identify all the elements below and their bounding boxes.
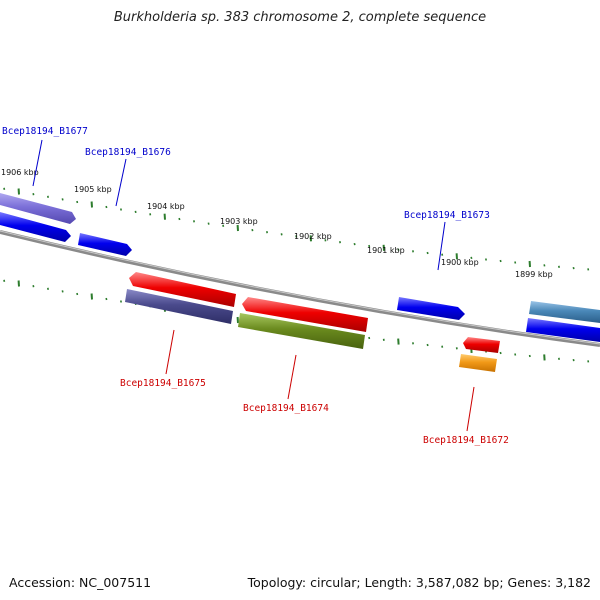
gene-label-b1676[interactable]: Bcep18194_B1676 [85,147,171,158]
gene-label-b1672[interactable]: Bcep18194_B1672 [423,435,509,446]
reverse-genes [125,272,500,372]
tick-label-1900: 1900 kbp [441,258,479,267]
genome-stats-text: Topology: circular; Length: 3,587,082 bp… [247,575,591,590]
reverse-tick-row [3,279,590,363]
tick-label-1901: 1901 kbp [367,246,405,255]
gene-forward-right-blue[interactable] [526,318,600,342]
leader-b1674 [287,354,297,400]
gene-bcep18194-b1675[interactable] [129,272,236,307]
leader-b1675 [165,329,175,375]
chromosome-backbone-highlight [0,230,600,345]
tick-label-1899: 1899 kbp [515,270,553,279]
tick-label-1905: 1905 kbp [74,185,112,194]
gene-bcep18194-b1676[interactable] [78,233,132,256]
gene-forward-right-steel[interactable] [529,301,600,323]
gene-forward-partial[interactable] [0,212,71,242]
tick-label-1902: 1902 kbp [294,232,332,241]
tick-label-1906: 1906 kbp [1,168,39,177]
gene-bcep18194-b1673[interactable] [397,297,465,320]
tick-label-1904: 1904 kbp [147,202,185,211]
gene-label-b1674[interactable]: Bcep18194_B1674 [243,403,329,414]
forward-tick-row [3,187,590,271]
chromosome-backbone [0,230,600,347]
gene-reverse-orange[interactable] [459,354,497,372]
leader-b1677 [32,139,43,187]
tick-labels: 1906 kbp 1905 kbp 1904 kbp 1903 kbp 1902… [1,168,553,279]
tick-label-1903: 1903 kbp [220,217,258,226]
gene-label-b1673[interactable]: Bcep18194_B1673 [404,210,490,221]
forward-genes [0,193,600,342]
gene-bcep18194-b1677[interactable] [0,193,76,224]
leader-b1673 [437,221,446,271]
gene-label-b1675[interactable]: Bcep18194_B1675 [120,378,206,389]
gene-label-b1677[interactable]: Bcep18194_B1677 [2,126,88,137]
gene-bcep18194-b1672[interactable] [463,337,500,353]
gene-reverse-slate[interactable] [125,289,233,324]
leader-b1676 [115,158,127,207]
label-leaders [32,139,475,432]
map-title: Burkholderia sp. 383 chromosome 2, compl… [113,10,487,25]
accession-text: Accession: NC_007511 [9,575,152,590]
gene-labels: Bcep18194_B1677 Bcep18194_B1676 Bcep1819… [2,126,509,446]
gene-bcep18194-b1674[interactable] [242,297,368,332]
leader-b1672 [466,386,475,432]
gene-reverse-olive[interactable] [238,313,365,349]
